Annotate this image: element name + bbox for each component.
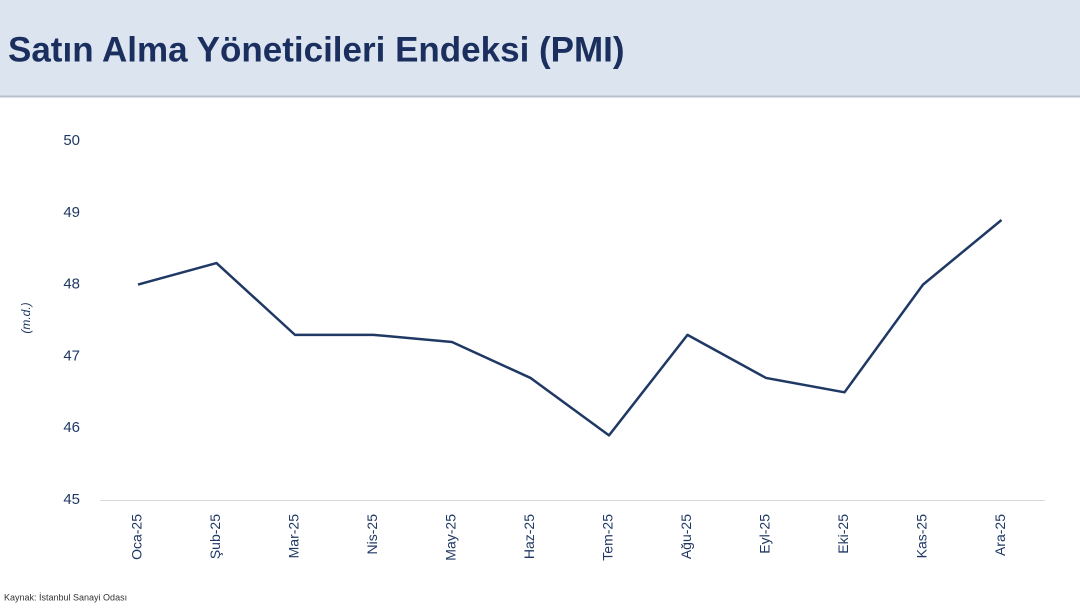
header-band <box>0 0 1080 96</box>
y-tick-label: 46 <box>63 419 80 436</box>
y-tick-label: 45 <box>63 491 80 508</box>
y-axis-label: (m.d.) <box>19 302 33 333</box>
chart-title: Satın Alma Yöneticileri Endeksi (PMI) <box>8 30 625 69</box>
y-tick-label: 47 <box>63 347 80 364</box>
y-tick-label: 48 <box>63 276 80 293</box>
x-tick-label: Kas-25 <box>914 514 930 559</box>
x-tick-label: Mar-25 <box>286 514 302 559</box>
y-tick-label: 49 <box>63 204 80 221</box>
x-tick-label: Şub-25 <box>207 514 223 559</box>
x-tick-label: Eyl-25 <box>757 514 773 554</box>
x-tick-label: Haz-25 <box>521 514 537 559</box>
data-line <box>137 219 1003 437</box>
source-note: Kaynak: İstanbul Sanayi Odası <box>4 592 127 602</box>
x-tick-label: Tem-25 <box>600 514 616 561</box>
x-tick-label: Nis-25 <box>364 514 380 555</box>
y-tick-label: 50 <box>63 132 80 149</box>
x-tick-label: Ağu-25 <box>678 514 694 559</box>
x-tick-label: May-25 <box>443 514 459 561</box>
x-tick-label: Eki-25 <box>835 514 851 554</box>
x-tick-label: Oca-25 <box>129 514 145 560</box>
x-tick-label: Ara-25 <box>992 514 1008 556</box>
